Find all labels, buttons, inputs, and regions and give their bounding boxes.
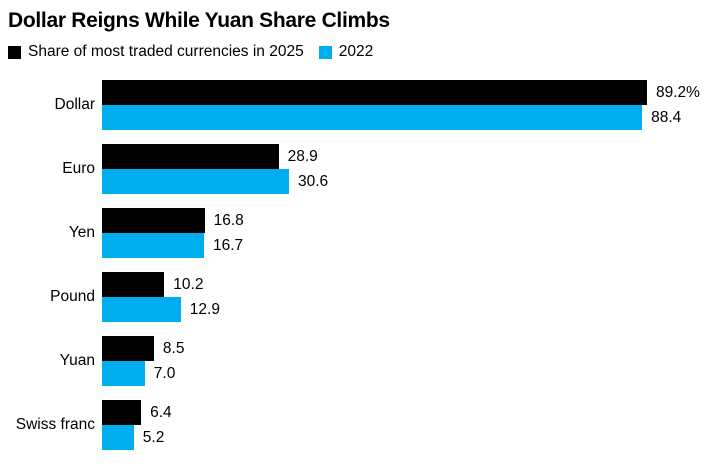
bar	[102, 336, 154, 361]
value-label: 5.2	[142, 428, 165, 446]
category-label: Euro	[62, 160, 95, 177]
category-label: Dollar	[54, 96, 95, 113]
bar-line: 89.2%	[102, 80, 706, 105]
bar	[102, 425, 134, 450]
category-label: Pound	[50, 288, 95, 305]
legend-label-2022: 2022	[338, 43, 374, 60]
bar-group: 10.2 12.9	[102, 272, 706, 322]
chart-rows: Dollar 89.2% 88.4 Euro 28.9 30.6 Y	[8, 80, 706, 450]
bar	[102, 272, 165, 297]
bar	[102, 80, 647, 105]
bar-line: 12.9	[102, 297, 706, 322]
value-label: 16.7	[213, 236, 244, 254]
value-label: 8.5	[162, 339, 185, 357]
bar-line: 16.8	[102, 208, 706, 233]
bar-line: 5.2	[102, 425, 706, 450]
legend-item-2022: 2022	[318, 43, 374, 60]
bar-line: 30.6	[102, 169, 706, 194]
bar	[102, 105, 643, 130]
bar-group: 89.2% 88.4	[102, 80, 706, 130]
value-label: 88.4	[651, 108, 682, 126]
category-label: Yen	[68, 224, 95, 241]
bar	[102, 233, 204, 258]
bar-group: 28.9 30.6	[102, 144, 706, 194]
bar-line: 16.7	[102, 233, 706, 258]
value-label: 28.9	[287, 147, 318, 165]
legend-item-2025: Share of most traded currencies in 2025	[8, 44, 304, 60]
bar-group: 6.4 5.2	[102, 400, 706, 450]
chart-row: Yuan 8.5 7.0	[8, 336, 706, 386]
legend-label-2025: Share of most traded currencies in 2025	[28, 43, 304, 60]
bar-line: 8.5	[102, 336, 706, 361]
bar-line: 10.2	[102, 272, 706, 297]
bar-line: 88.4	[102, 105, 706, 130]
chart-title: Dollar Reigns While Yuan Share Climbs	[8, 9, 390, 32]
bar	[102, 361, 145, 386]
bar	[102, 400, 142, 425]
value-label: 7.0	[153, 364, 176, 382]
value-label: 10.2	[173, 275, 204, 293]
value-label: 89.2%	[656, 83, 700, 101]
chart-row: Yen 16.8 16.7	[8, 208, 706, 258]
value-label: 16.8	[213, 211, 244, 229]
legend-swatch-2022	[318, 45, 332, 59]
bar-line: 28.9	[102, 144, 706, 169]
bar-group: 16.8 16.7	[102, 208, 706, 258]
category-label: Yuan	[59, 352, 95, 369]
bar-line: 7.0	[102, 361, 706, 386]
value-label: 30.6	[298, 172, 329, 190]
bar	[102, 208, 205, 233]
bar-group: 8.5 7.0	[102, 336, 706, 386]
bar-line: 6.4	[102, 400, 706, 425]
bar	[102, 144, 279, 169]
chart-row: Pound 10.2 12.9	[8, 272, 706, 322]
bar	[102, 297, 181, 322]
value-label: 6.4	[150, 403, 172, 421]
chart-row: Swiss franc 6.4 5.2	[8, 400, 706, 450]
chart-row: Euro 28.9 30.6	[8, 144, 706, 194]
legend: Share of most traded currencies in 2025 …	[8, 43, 706, 61]
legend-swatch-2025	[8, 45, 21, 59]
bar	[102, 169, 289, 194]
value-label: 12.9	[189, 300, 220, 318]
chart-row: Dollar 89.2% 88.4	[8, 80, 706, 130]
category-label: Swiss franc	[15, 416, 95, 433]
